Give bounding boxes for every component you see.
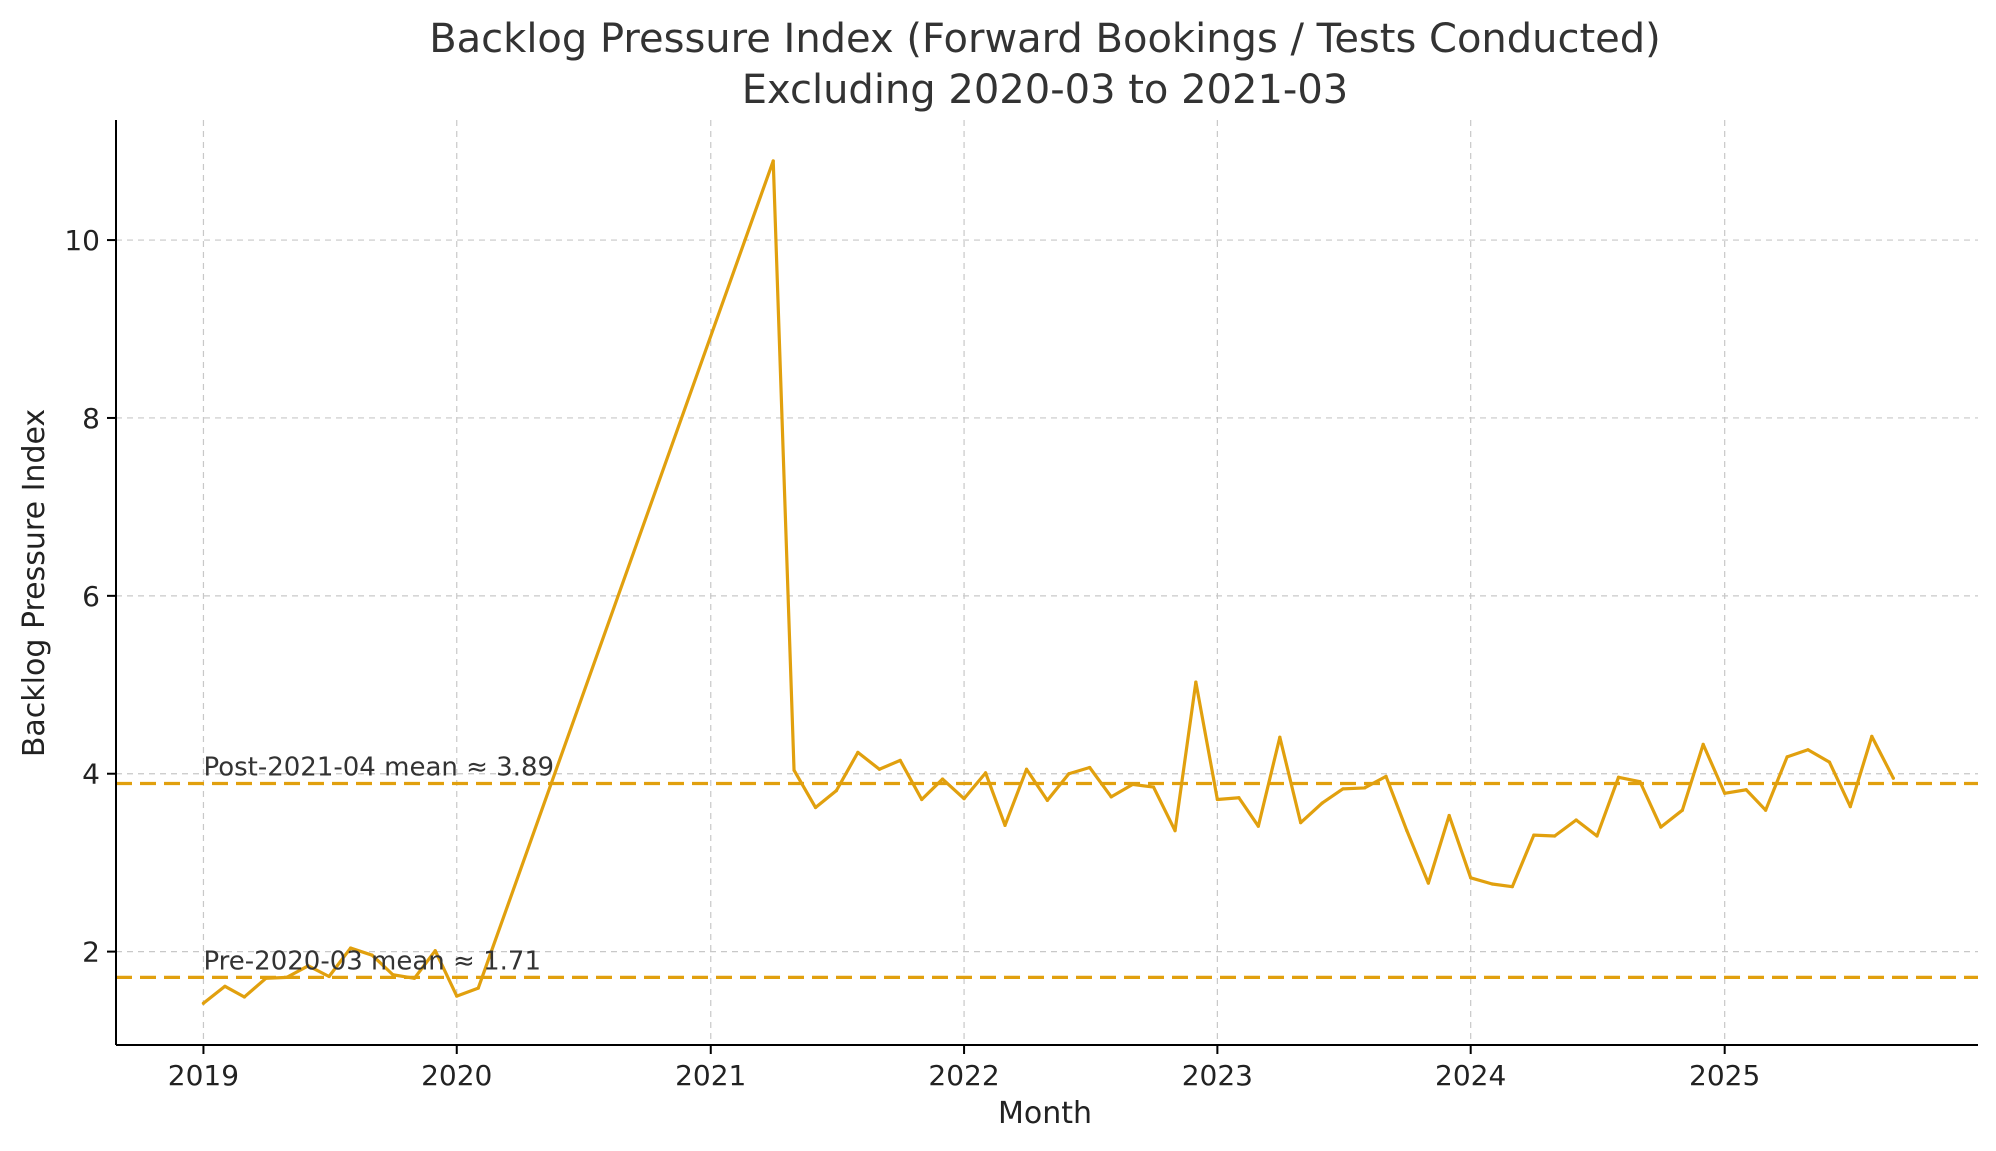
data-point: [1003, 823, 1007, 827]
annotations: Post-2021-04 mean ≈ 3.89 Pre-2020-03 mean…: [203, 753, 554, 977]
x-tick-label: 2023: [1182, 1059, 1253, 1092]
data-point: [1490, 882, 1494, 886]
data-point: [940, 777, 945, 781]
data-point: [877, 767, 881, 771]
data-point: [1194, 680, 1198, 684]
data-point: [1109, 795, 1113, 799]
y-tick-label: 10: [64, 224, 100, 257]
y-tick-label: 2: [82, 936, 100, 969]
data-point: [771, 159, 775, 163]
chart-title: Backlog Pressure Index (Forward Bookings…: [429, 16, 1661, 62]
x-axis-label: Month: [998, 1096, 1092, 1131]
data-point: [1088, 765, 1092, 770]
data-point: [391, 973, 395, 977]
data-point: [201, 1001, 206, 1005]
data-point: [856, 750, 860, 754]
data-point: [1616, 775, 1621, 779]
data-point: [433, 949, 437, 953]
data-point: [813, 805, 818, 810]
data-point: [1384, 774, 1388, 778]
data-point: [1151, 785, 1156, 789]
data-point: [455, 994, 459, 998]
data-point: [1806, 748, 1810, 752]
data-point: [1299, 821, 1303, 825]
data-point: [1891, 776, 1895, 780]
data-point: [1659, 825, 1663, 829]
x-tick-label: 2020: [421, 1059, 492, 1092]
x-tick-label: 2021: [675, 1059, 746, 1092]
data-point: [1723, 791, 1727, 795]
data-point: [223, 984, 227, 988]
data-point: [412, 976, 417, 980]
data-point: [1215, 797, 1219, 802]
y-tick-label: 6: [82, 580, 100, 613]
ticks: 2019 2020 2021 2022 2023 2024 2025 2 4 6 8 10: [64, 224, 1760, 1092]
y-tick-label: 4: [82, 758, 100, 791]
data-point: [1362, 786, 1367, 790]
mean-annotation: Pre-2020-03 mean ≈ 1.71: [203, 946, 541, 976]
data-point: [1595, 834, 1599, 838]
y-tick-label: 8: [82, 402, 100, 435]
mean-annotation: Post-2021-04 mean ≈ 3.89: [203, 753, 554, 783]
data-point: [348, 946, 353, 950]
data-point: [476, 986, 480, 990]
data-point: [1278, 735, 1282, 739]
data-point: [1045, 798, 1049, 803]
data-point: [1405, 829, 1409, 833]
data-point: [962, 797, 966, 801]
x-tick-label: 2024: [1435, 1059, 1506, 1092]
data-point: [834, 789, 838, 793]
data-point: [242, 995, 246, 999]
series-line: [201, 159, 1895, 1005]
data-point: [1426, 881, 1430, 885]
data-point: [1024, 767, 1029, 771]
y-axis-label: Backlog Pressure Index: [17, 409, 52, 757]
data-point: [1574, 818, 1578, 822]
data-point: [898, 758, 902, 762]
data-point: [370, 953, 374, 957]
data-point: [1827, 760, 1832, 764]
data-point: [264, 976, 268, 980]
data-point: [1173, 829, 1177, 833]
data-point: [1469, 876, 1473, 880]
axes: [115, 120, 1978, 1046]
reference-lines: [116, 781, 1978, 980]
data-point: [1256, 824, 1260, 828]
data-point: [1701, 742, 1705, 746]
chart-subtitle: Excluding 2020-03 to 2021-03: [742, 67, 1349, 113]
series-layer: [201, 159, 1895, 1005]
data-point: [1447, 813, 1451, 818]
x-tick-label: 2022: [928, 1059, 999, 1092]
data-point: [1320, 801, 1324, 805]
data-point: [1680, 808, 1684, 812]
data-point: [1067, 772, 1071, 776]
data-point: [1764, 808, 1768, 812]
data-point: [285, 975, 289, 980]
data-point: [1237, 796, 1241, 800]
data-point: [1510, 885, 1514, 889]
data-point: [1341, 787, 1345, 791]
x-tick-label: 2025: [1689, 1059, 1760, 1092]
data-point: [1870, 734, 1874, 738]
data-point: [1553, 834, 1557, 838]
data-point: [1532, 833, 1536, 837]
data-point: [1744, 788, 1748, 792]
data-point: [1848, 805, 1852, 809]
x-tick-label: 2019: [168, 1059, 239, 1092]
data-point: [920, 797, 924, 802]
data-point: [983, 771, 988, 775]
data-point: [792, 768, 796, 772]
data-point: [1785, 755, 1789, 759]
data-point: [1131, 782, 1135, 786]
data-point: [306, 964, 310, 968]
data-point: [1638, 780, 1642, 784]
data-point: [327, 974, 331, 979]
grid: [116, 120, 1978, 1045]
